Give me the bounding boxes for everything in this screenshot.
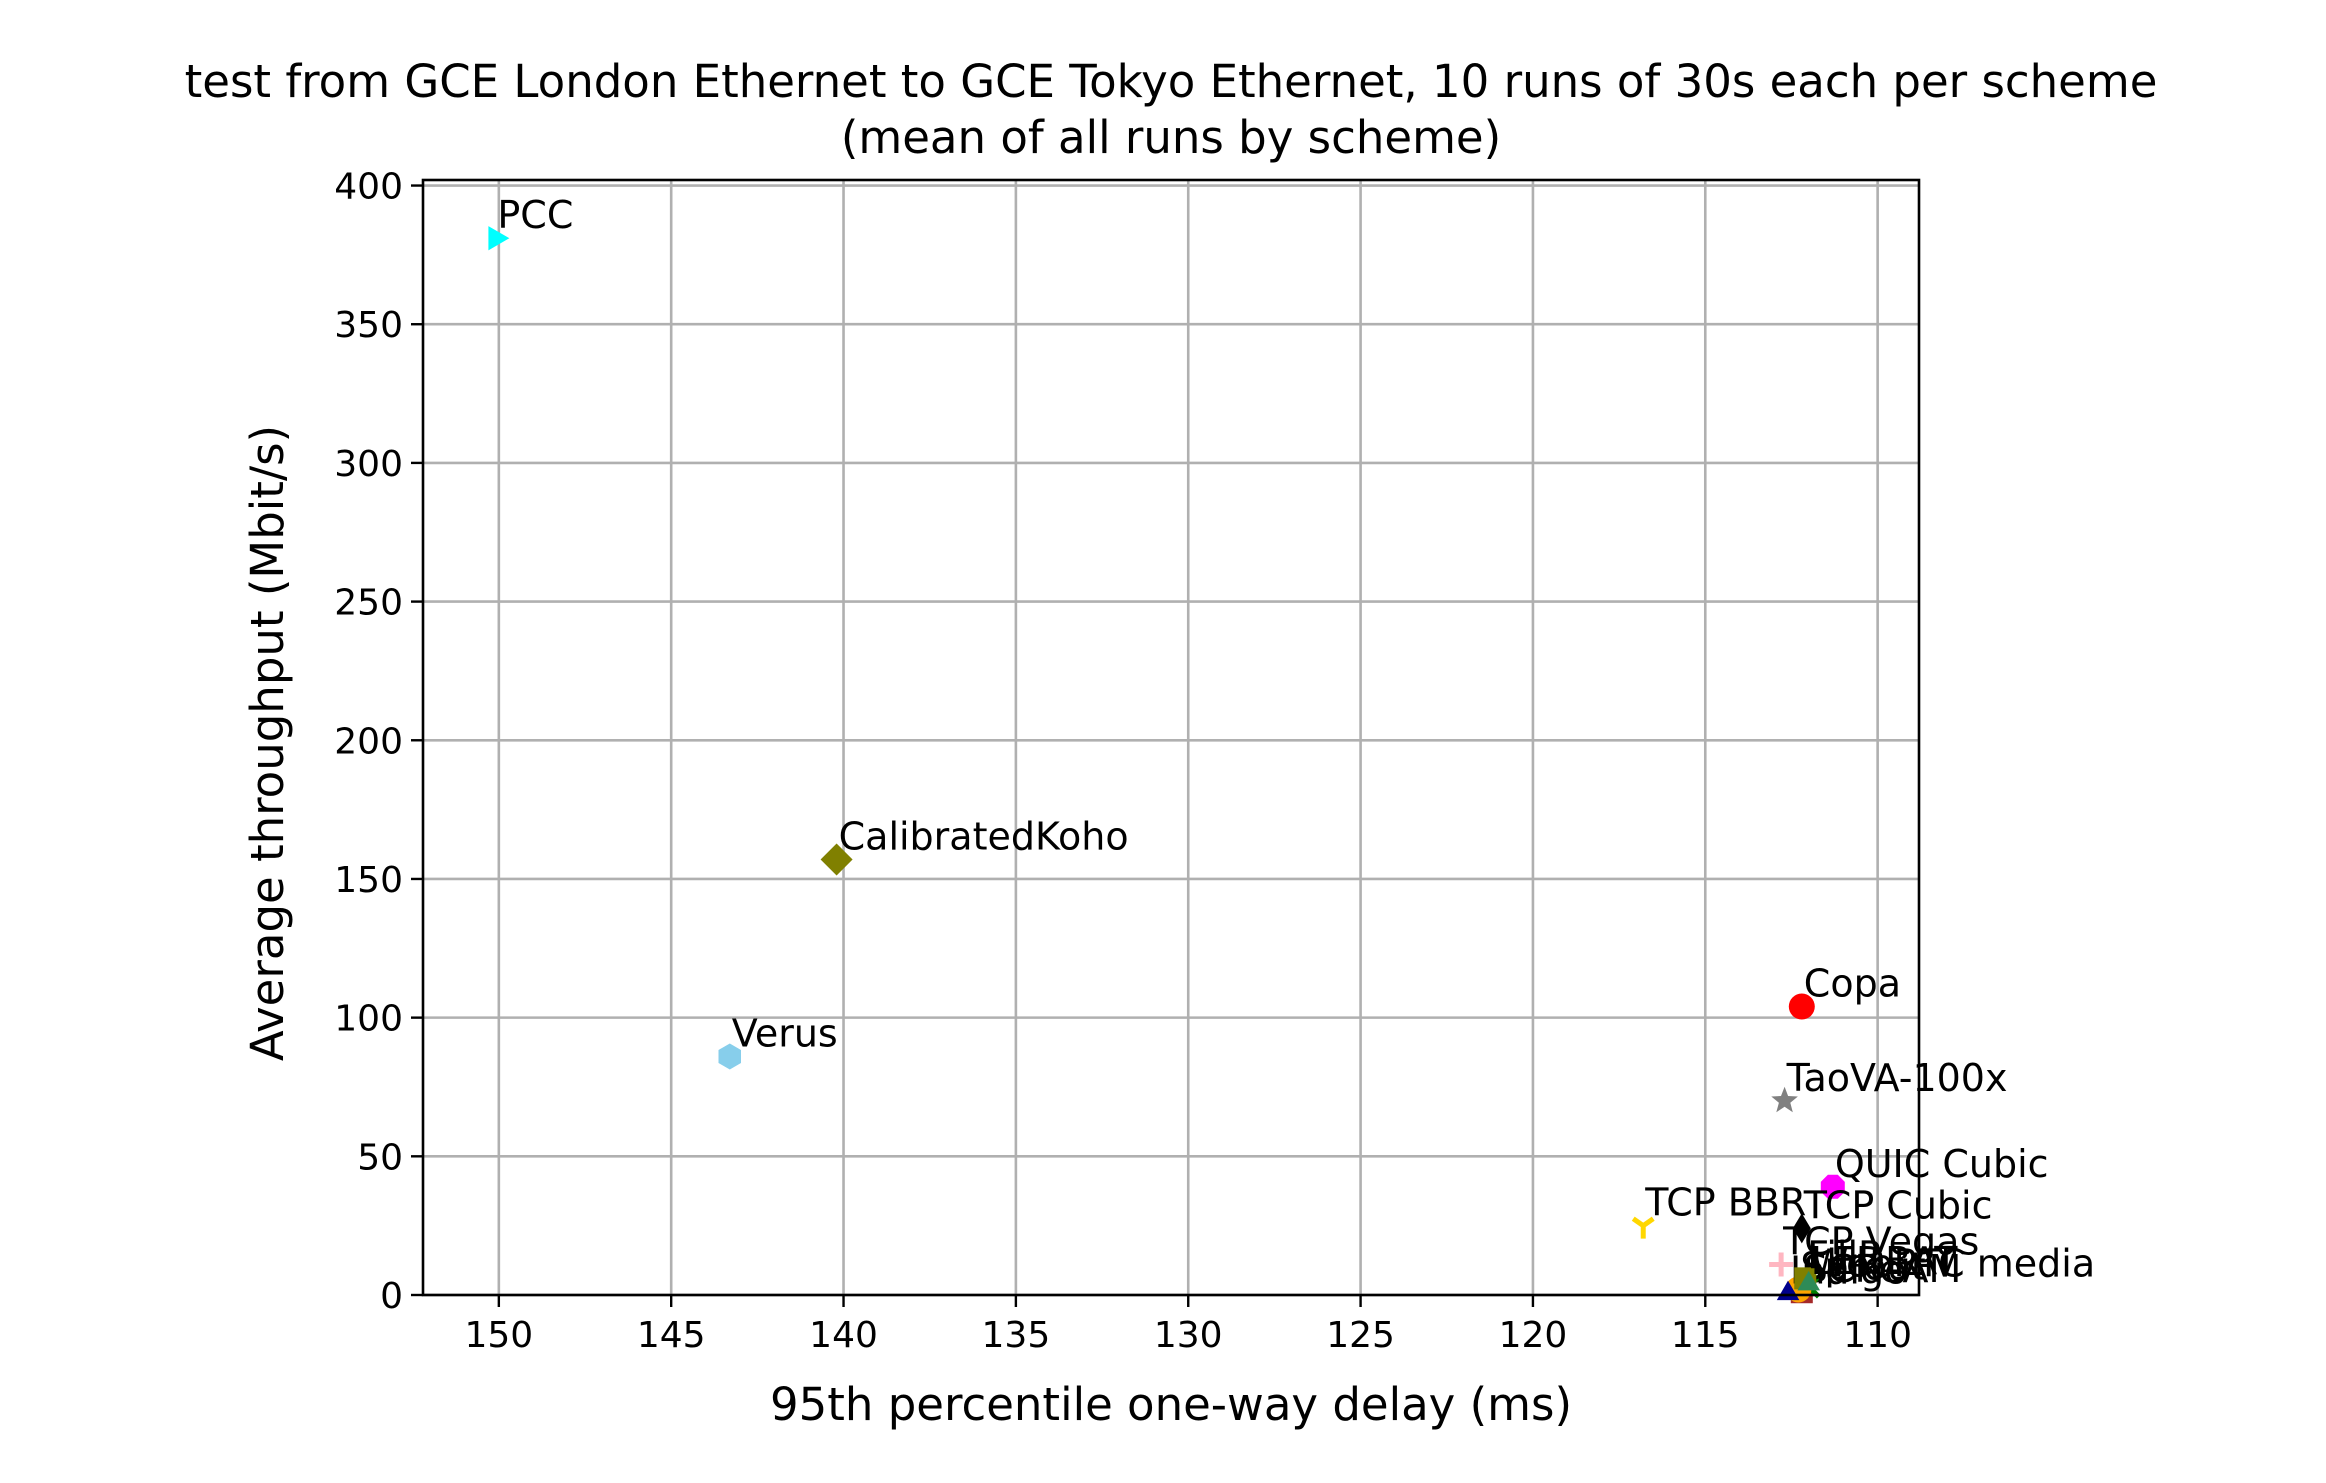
y-tick-label: 50 — [357, 1137, 403, 1178]
x-tick-label: 125 — [1326, 1315, 1395, 1356]
data-point-tcp-vegas — [1769, 1252, 1794, 1277]
y-tick-label: 150 — [334, 860, 403, 901]
data-point-copa — [1788, 993, 1815, 1020]
data-point-ledbat — [1797, 1270, 1820, 1291]
data-point-taova-100x — [1771, 1086, 1798, 1113]
data-point-verus — [718, 1043, 741, 1070]
y-tick-label: 350 — [334, 305, 403, 346]
x-tick-label: 135 — [982, 1315, 1051, 1356]
y-tick-label: 300 — [334, 444, 403, 485]
point-label-webrtc-media: WebRTC media — [1811, 1242, 2095, 1286]
x-tick-label: 130 — [1154, 1315, 1223, 1356]
x-tick-label: 120 — [1499, 1315, 1568, 1356]
point-label-verus: Verus — [732, 1011, 838, 1055]
data-point-quic-cubic — [1820, 1174, 1845, 1199]
x-tick-label: 140 — [809, 1315, 878, 1356]
point-label-tcp-vegas: TCP Vegas — [1782, 1219, 1979, 1263]
point-label-scream: SCReAM — [1804, 1247, 1962, 1291]
point-label-copa: Copa — [1804, 962, 1901, 1006]
point-label-quic-cubic: QUIC Cubic — [1835, 1142, 2049, 1186]
point-label-taova-100x: TaoVA-100x — [1786, 1056, 2008, 1100]
y-tick-label: 200 — [334, 721, 403, 762]
y-tick-label: 100 — [334, 999, 403, 1040]
chart-subtitle: (mean of all runs by scheme) — [841, 111, 1501, 164]
point-label-sprout: Sprout — [1800, 1244, 1925, 1288]
point-label-tcp-bbr: TCP BBR — [1644, 1181, 1806, 1225]
x-axis-label: 95th percentile one-way delay (ms) — [770, 1378, 1572, 1431]
data-points: PCC CalibratedKoho Verus Copa TaoVA-100x QUIC… — [488, 193, 2095, 1304]
y-axis-label: Average throughput (Mbit/s) — [241, 425, 294, 1061]
point-label-ledbat: LEDBAT — [1811, 1239, 1959, 1283]
point-label-fillp: FillP — [1807, 1233, 1881, 1277]
y-tick-label: 0 — [380, 1276, 403, 1317]
plot-frame — [421, 178, 1921, 1297]
data-point-calibratedkoho — [820, 843, 853, 876]
y-tick-label: 250 — [334, 583, 403, 624]
data-point-tcp-bbr — [1631, 1216, 1655, 1239]
data-point-pcc — [488, 226, 510, 251]
point-label-pcc: PCC — [497, 193, 573, 237]
x-tick-label: 150 — [464, 1315, 533, 1356]
x-tick-label: 115 — [1671, 1315, 1740, 1356]
axis-ticks: 150 145 140 135 130 125 120 115 110 0 50 100 150 200 2… — [334, 167, 1912, 1356]
x-tick-label: 110 — [1843, 1315, 1912, 1356]
point-label-calibratedkoho: CalibratedKoho — [839, 815, 1129, 859]
y-tick-label: 400 — [334, 167, 403, 208]
data-point-tcp-cubic — [1792, 1213, 1811, 1244]
gridlines — [423, 180, 1919, 1297]
point-label-tcp-cubic: TCP Cubic — [1803, 1183, 1993, 1227]
chart-title: test from GCE London Ethernet to GCE Tok… — [185, 55, 2158, 108]
x-tick-label: 145 — [637, 1315, 706, 1356]
